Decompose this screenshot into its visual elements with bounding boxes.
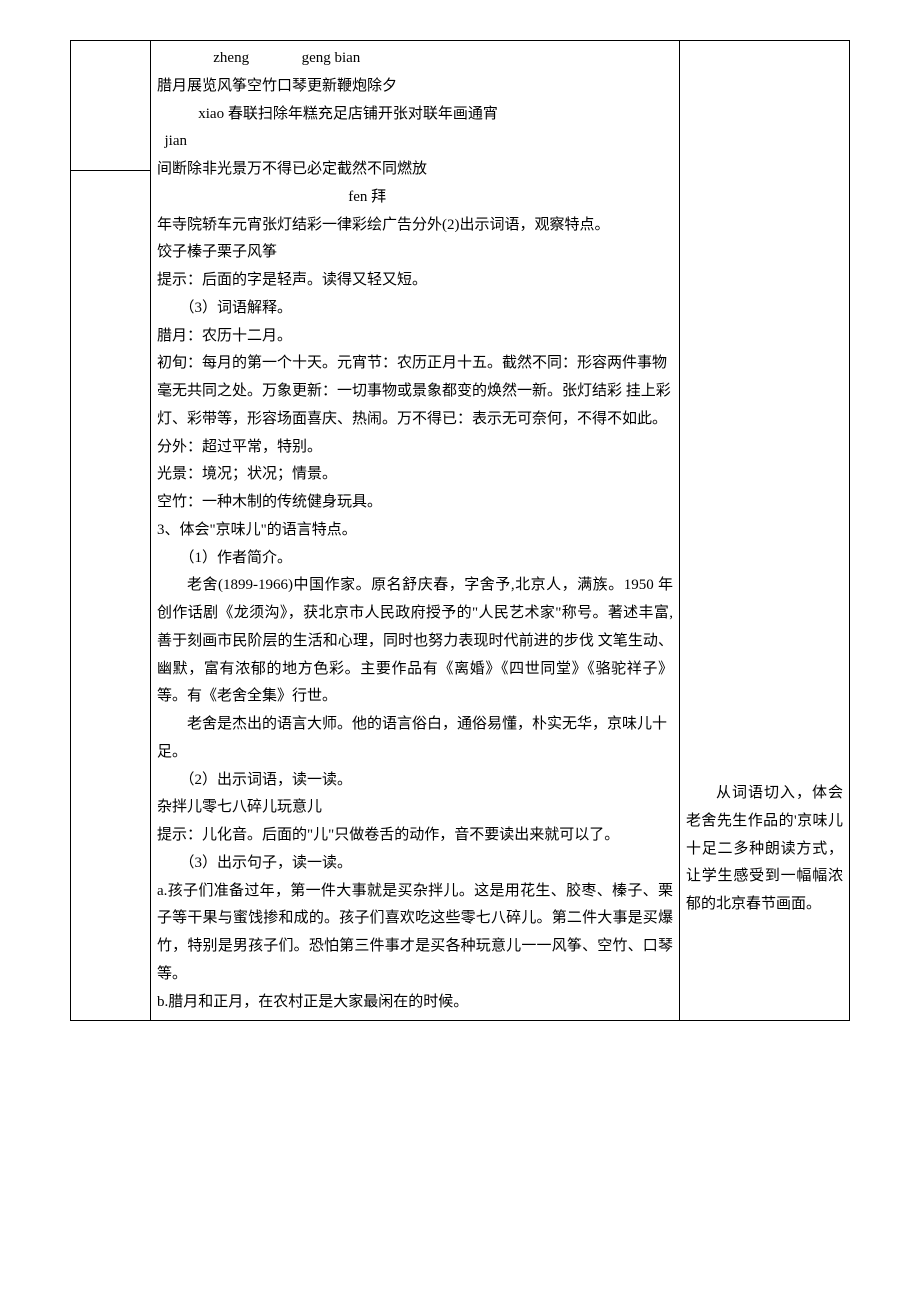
pinyin-line: zheng geng bian xyxy=(157,45,673,73)
text-line: 3、体会"京味儿"的语言特点。 xyxy=(157,517,673,545)
pinyin-line: xiao 春联扫除年糕充足店铺开张对联年画通宵 xyxy=(157,101,673,129)
text-line: （1）作者简介。 xyxy=(157,545,673,573)
text-block: 提示：儿化音。后面的"儿"只做卷舌的动作，音不要读出来就可以了。 xyxy=(157,822,673,850)
main-content: zheng geng bian 腊月展览风筝空竹口琴更新鞭炮除夕 xiao 春联… xyxy=(151,41,679,1020)
document-table: zheng geng bian 腊月展览风筝空竹口琴更新鞭炮除夕 xiao 春联… xyxy=(70,40,850,1021)
page: zheng geng bian 腊月展览风筝空竹口琴更新鞭炮除夕 xiao 春联… xyxy=(0,0,920,1081)
text-line: b.腊月和正月，在农村正是大家最闲在的时候。 xyxy=(157,989,673,1017)
text-line: 分外：超过平常，特别。 xyxy=(157,434,673,462)
text-line: 光景：境况；状况；情景。 xyxy=(157,461,673,489)
text-line: 间断除非光景万不得已必定截然不同燃放 xyxy=(157,156,673,184)
text-line: 腊月展览风筝空竹口琴更新鞭炮除夕 xyxy=(157,73,673,101)
text-line: 腊月：农历十二月。 xyxy=(157,323,673,351)
text-line: （3）出示句子，读一读。 xyxy=(157,850,673,878)
text-line: 饺子榛子栗子风筝 xyxy=(157,239,673,267)
table-row: zheng geng bian 腊月展览风筝空竹口琴更新鞭炮除夕 xiao 春联… xyxy=(71,41,850,171)
text-line: 年寺院轿车元宵张灯结彩一律彩绘广告分外(2)出示词语，观察特点。 xyxy=(157,212,673,240)
main-content-cell: zheng geng bian 腊月展览风筝空竹口琴更新鞭炮除夕 xiao 春联… xyxy=(151,41,680,1021)
right-note-cell: 从词语切入，体会老舍先生作品的'京味儿十足二多种朗读方式，让学生感受到一幅幅浓郁… xyxy=(680,41,850,1021)
right-note: 从词语切入，体会老舍先生作品的'京味儿十足二多种朗读方式，让学生感受到一幅幅浓郁… xyxy=(680,776,849,923)
text-block: 初旬：每月的第一个十天。元宵节：农历正月十五。截然不同：形容两件事物毫无共同之处… xyxy=(157,350,673,433)
text-line: （2）出示词语，读一读。 xyxy=(157,767,673,795)
pinyin-line: jian xyxy=(157,128,673,156)
text-line: 空竹：一种木制的传统健身玩具。 xyxy=(157,489,673,517)
text-line: （3）词语解释。 xyxy=(157,295,673,323)
pinyin-line: fen 拜 xyxy=(157,184,673,212)
left-main-cell xyxy=(71,171,151,1021)
text-line: 提示：后面的字是轻声。读得又轻又短。 xyxy=(157,267,673,295)
text-block: 老舍(1899-1966)中国作家。原名舒庆春，字舍予,北京人，满族。1950 … xyxy=(157,572,673,711)
note-text: 从词语切入，体会老舍先生作品的'京味儿十足二多种朗读方式，让学生感受到一幅幅浓郁… xyxy=(686,780,843,919)
spacer xyxy=(680,41,849,776)
text-line: 杂拌儿零七八碎儿玩意儿 xyxy=(157,794,673,822)
text-block: a.孩子们准备过年，第一件大事就是买杂拌儿。这是用花生、胶枣、榛子、栗子等干果与… xyxy=(157,878,673,989)
text-block: 老舍是杰出的语言大师。他的语言俗白，通俗易懂，朴实无华，京味儿十足。 xyxy=(157,711,673,767)
left-stub-cell xyxy=(71,41,151,171)
